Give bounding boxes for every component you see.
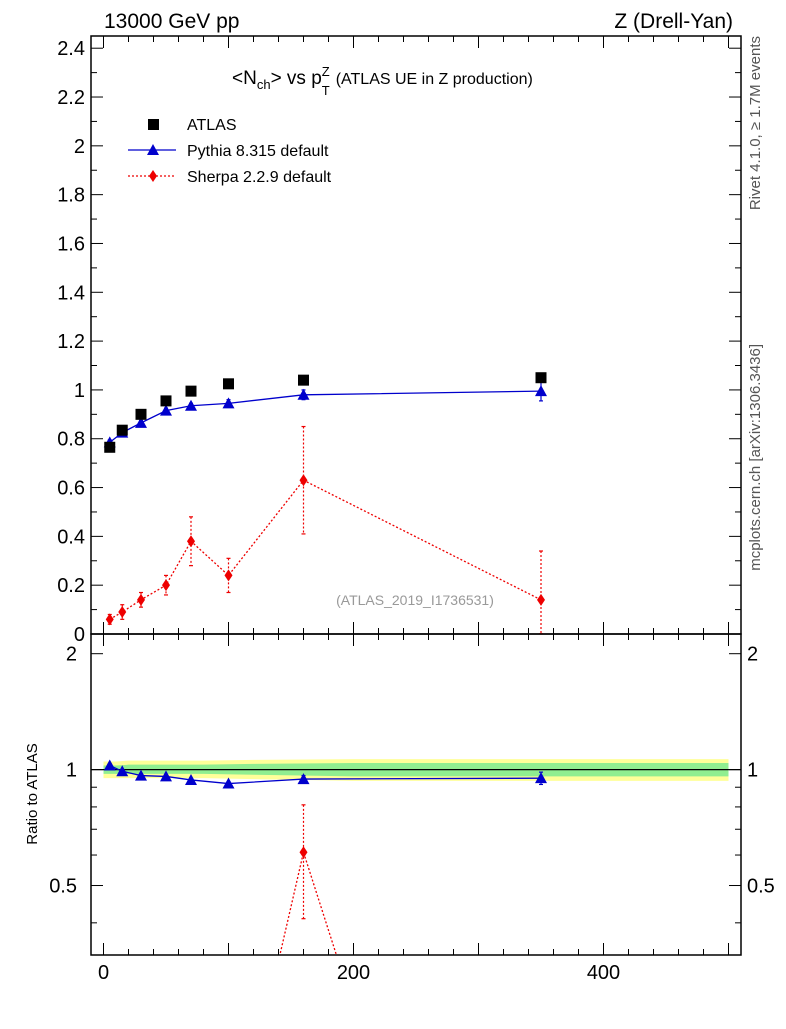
- rivet-label: Rivet 4.1.0, ≥ 1.7M events: [747, 36, 764, 210]
- main-sherpa-point: [137, 593, 145, 606]
- analysis-tag: (ATLAS_2019_I1736531): [336, 592, 494, 608]
- ratio-x-axis: 0 200 400: [98, 634, 729, 984]
- main-atlas-point: [135, 408, 147, 420]
- ratio-ytick-label: 1: [66, 760, 77, 782]
- ratio-ytick-label: 2: [66, 644, 77, 666]
- main-ytick-label: 1.6: [57, 233, 85, 255]
- main-pythia-line: [109, 390, 542, 443]
- main-atlas-point: [116, 424, 128, 436]
- main-sherpa-point: [537, 593, 545, 606]
- legend-sherpa-label: Sherpa 2.2.9 default: [187, 169, 332, 186]
- main-atlas-point: [535, 372, 547, 384]
- main-ytick-label: 0.2: [57, 575, 85, 597]
- main-ytick-label: 0.8: [57, 429, 85, 451]
- ratio-pythia-point: [535, 772, 547, 784]
- main-ytick-label: 1: [74, 380, 85, 402]
- legend-sherpa-marker: [149, 170, 157, 182]
- ratio-pythia-point: [185, 773, 197, 785]
- ratio-plot-frame: [90, 633, 742, 956]
- main-sherpa-point: [118, 606, 127, 619]
- main-atlas-point: [223, 378, 234, 390]
- ratio-ytick-label: 0.5: [49, 876, 77, 898]
- legend-pythia-marker: [147, 144, 159, 155]
- ratio-series-layer: [103, 759, 547, 955]
- main-atlas-point: [160, 395, 172, 407]
- ratio-panel: 0.5 0.5 1 1 2 2 0 200 400 Ratio to ATLAS: [24, 633, 775, 984]
- ratio-sherpa-line: [279, 849, 338, 955]
- main-ytick-label: 1.4: [57, 282, 85, 304]
- main-sherpa-point: [299, 474, 308, 487]
- title-var-sup: Z: [322, 64, 330, 79]
- legend: ATLAS Pythia 8.315 default Sherpa 2.2.9 …: [128, 117, 332, 186]
- main-ytick-label: 1.8: [57, 185, 85, 207]
- main-panel: 0 0.2 0.4 0.6 0.8 1 1.2 1.4 1.6 1.8 2 2.2 2.4 <Nch> …: [57, 35, 742, 646]
- ratio-ytick-label-right: 1: [747, 760, 758, 782]
- legend-atlas-marker: [148, 119, 159, 130]
- main-ytick-label: 0: [74, 624, 85, 646]
- main-ytick-label: 2: [74, 136, 85, 158]
- title-suffix: (ATLAS UE in Z production): [336, 71, 533, 88]
- ratio-pythia-point: [135, 769, 147, 781]
- ratio-pythia-point: [116, 765, 129, 777]
- main-sherpa-line: [109, 479, 542, 620]
- main-ytick-label: 0.4: [57, 526, 85, 548]
- legend-atlas-label: ATLAS: [187, 117, 237, 134]
- main-ytick-label: 2.4: [57, 38, 85, 60]
- title-mid: > vs p: [271, 68, 322, 89]
- title-lhs: <N: [232, 68, 257, 89]
- main-ytick-label: 2.2: [57, 87, 85, 109]
- chart-title: <Nch> vs pTZ (ATLAS UE in Z production): [232, 64, 533, 98]
- ratio-pythia-point: [160, 770, 172, 782]
- ratio-pythia-point: [297, 773, 310, 785]
- main-x-ticks: [103, 36, 729, 634]
- ratio-pythia-point: [103, 759, 116, 771]
- main-atlas-point: [185, 385, 197, 397]
- legend-pythia-label: Pythia 8.315 default: [187, 143, 329, 160]
- main-y-axis: 0 0.2 0.4 0.6 0.8 1 1.2 1.4 1.6 1.8 2 2.2 2.4: [57, 38, 741, 646]
- title-lhs-sub: ch: [257, 77, 271, 92]
- main-atlas-point: [298, 374, 309, 386]
- main-pythia-point: [185, 399, 197, 411]
- ratio-xtick-label: 400: [587, 962, 620, 984]
- title-var-sub: T: [322, 83, 330, 98]
- ratio-xtick-label: 200: [337, 962, 370, 984]
- main-sherpa-point: [224, 569, 233, 582]
- ratio-y-axis: 0.5 0.5 1 1 2 2: [49, 644, 775, 924]
- main-atlas-point: [104, 441, 116, 453]
- mcplots-label: mcplots.cern.ch [arXiv:1306.3436]: [747, 344, 764, 571]
- main-pythia-point: [535, 385, 547, 397]
- main-ytick-label: 1.2: [57, 331, 85, 353]
- ratio-ylabel: Ratio to ATLAS: [24, 743, 41, 844]
- main-pythia-point: [222, 397, 235, 409]
- ratio-ytick-label-right: 0.5: [747, 876, 775, 898]
- main-pythia-point: [297, 388, 310, 400]
- ratio-ytick-label-right: 2: [747, 644, 758, 666]
- main-pythia-point: [160, 404, 172, 416]
- main-sherpa-point: [162, 579, 170, 592]
- main-sherpa-point: [187, 535, 195, 548]
- process-label: Z (Drell-Yan): [614, 10, 733, 33]
- main-series-layer: [103, 372, 547, 635]
- main-pythia-point: [135, 416, 147, 428]
- ratio-xtick-label: 0: [98, 962, 109, 984]
- ratio-sherpa-point: [299, 846, 308, 859]
- ratio-pythia-point: [222, 777, 235, 789]
- main-sherpa-point: [105, 613, 114, 626]
- main-ytick-label: 0.6: [57, 478, 85, 500]
- energy-label: 13000 GeV pp: [104, 10, 239, 33]
